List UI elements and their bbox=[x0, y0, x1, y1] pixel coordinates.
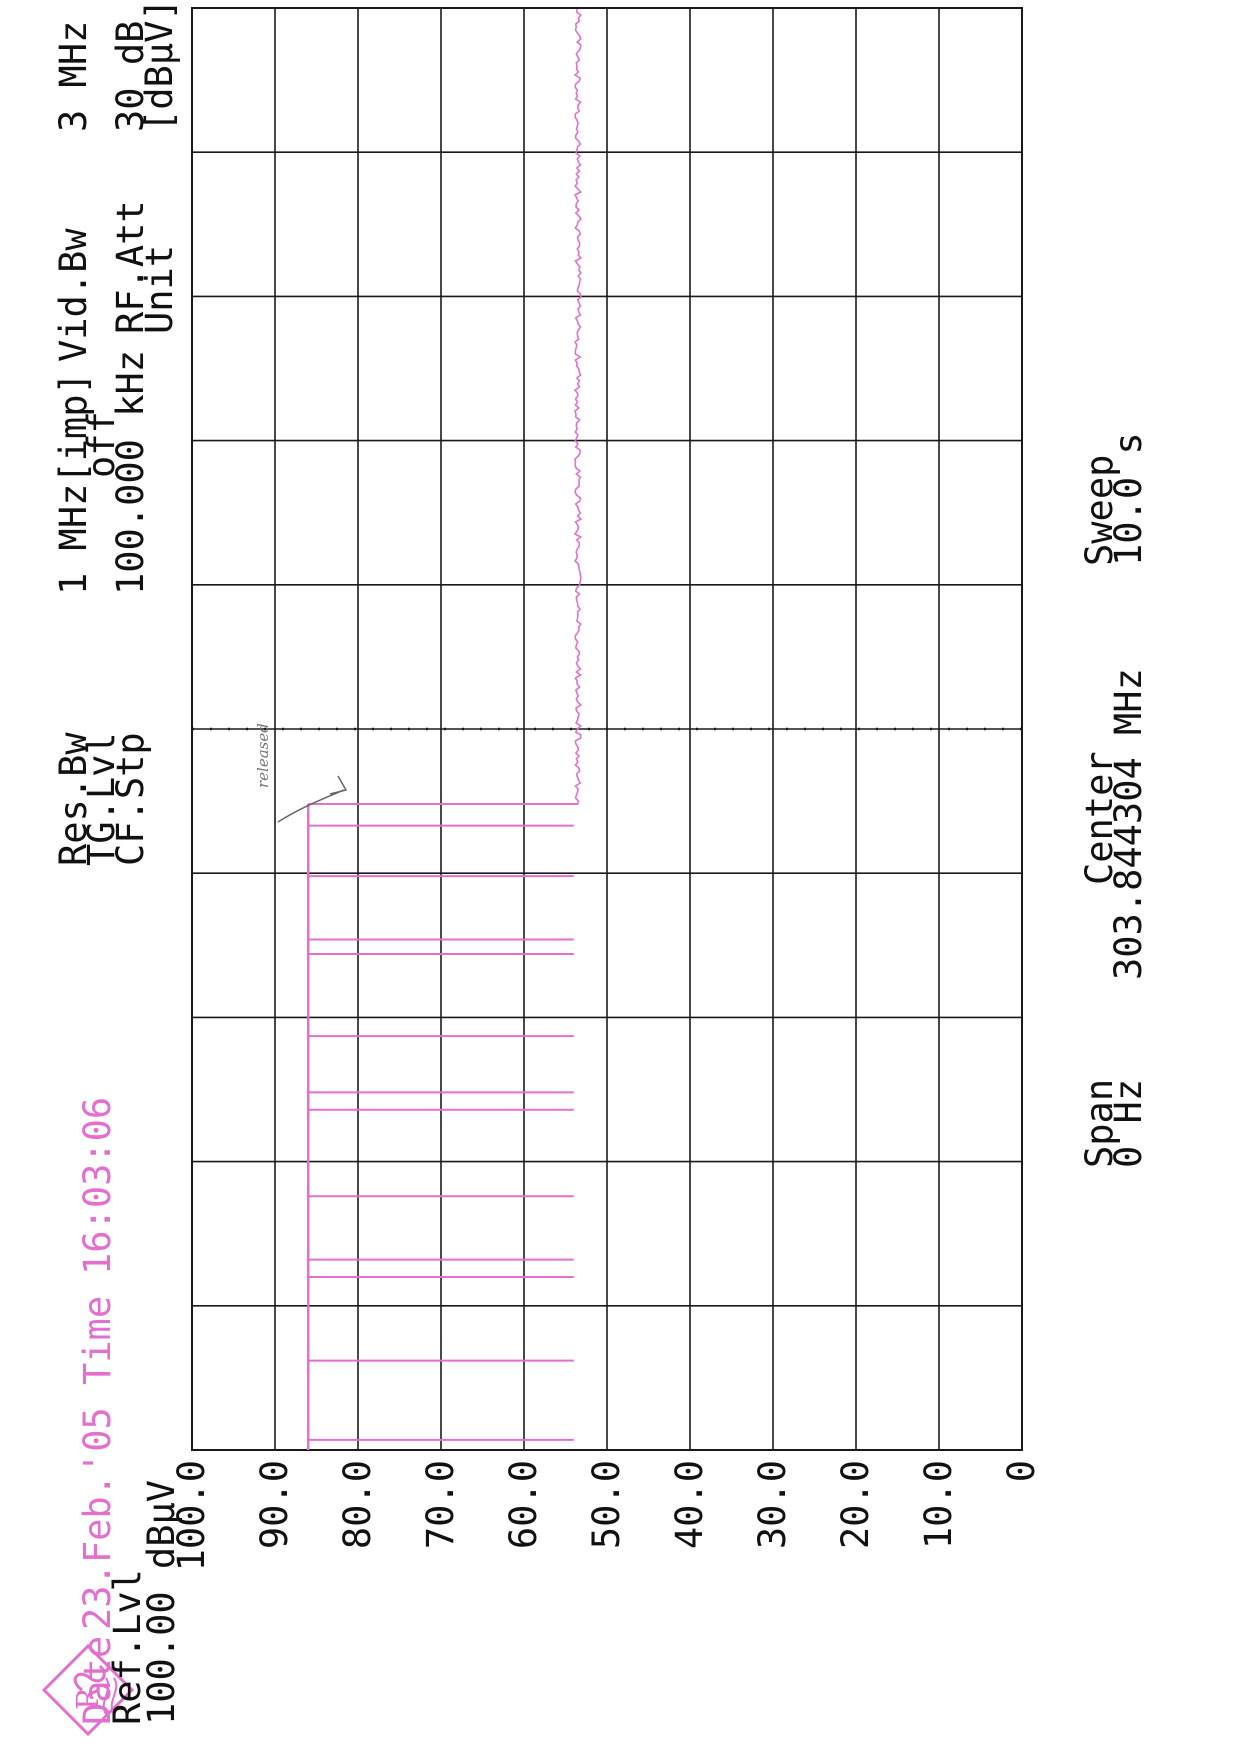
center-value: 303.844304 MHz bbox=[1107, 668, 1150, 980]
sweep-label: Sweep bbox=[1078, 455, 1121, 566]
time-value: 16:03:06 bbox=[76, 1097, 119, 1275]
svg-text:R: R bbox=[71, 1686, 106, 1710]
ref-level-value: 100.00 dBµV bbox=[140, 1480, 183, 1725]
y-tick-label: 0 bbox=[1000, 1460, 1043, 1482]
unit-value: [dBµV] bbox=[138, 0, 181, 132]
rs-logo: R bbox=[41, 1643, 135, 1737]
res-bw-label: Res.Bw bbox=[52, 732, 95, 866]
annotation-arrow bbox=[277, 789, 345, 823]
trace-noise-floor bbox=[573, 8, 583, 805]
y-tick-label: 70.0 bbox=[419, 1460, 462, 1549]
span-value: 0 Hz bbox=[1107, 1079, 1150, 1168]
rf-att-label: RF.Att bbox=[109, 200, 152, 334]
y-axis-ticks: 0 10.0 20.0 30.0 40.0 50.0 60.0 70.0 80.0 90.0 100… bbox=[170, 1460, 1043, 1571]
y-tick-label: 80.0 bbox=[336, 1460, 379, 1549]
tg-lvl-label: TG.Lvl bbox=[80, 732, 123, 866]
tg-lvl-value: off bbox=[80, 411, 123, 478]
date-label: Date bbox=[76, 1636, 119, 1725]
date-value: 23.Feb.'05 bbox=[76, 1407, 119, 1630]
cf-stp-label: CF.Stp bbox=[109, 732, 152, 866]
span-label: Span bbox=[1078, 1079, 1121, 1168]
vid-bw-label: Vid.Bw bbox=[52, 228, 95, 362]
annotation-arrow-head bbox=[329, 775, 348, 795]
center-label: Center bbox=[1078, 751, 1121, 885]
plot-grid bbox=[191, 7, 1023, 1451]
rf-att-value: 30 dB bbox=[109, 21, 152, 132]
unit-label: Unit bbox=[138, 245, 181, 334]
sweep-value: 10.0 s bbox=[1107, 432, 1150, 566]
trace-layer bbox=[306, 8, 583, 1450]
time-label: Time bbox=[76, 1296, 119, 1385]
vid-bw-value: 3 MHz bbox=[52, 21, 95, 132]
cf-stp-value: 100.000 kHz bbox=[109, 350, 152, 595]
y-tick-label: 10.0 bbox=[917, 1460, 960, 1549]
res-bw-value: 1 MHz[imp] bbox=[52, 372, 95, 595]
y-tick-label: 40.0 bbox=[668, 1460, 711, 1549]
y-tick-label: 20.0 bbox=[834, 1460, 877, 1549]
y-tick-label: 50.0 bbox=[585, 1460, 628, 1549]
y-tick-label: 30.0 bbox=[751, 1460, 794, 1549]
annotation-text: released bbox=[254, 723, 272, 788]
y-tick-label: 100.0 bbox=[170, 1460, 213, 1571]
y-tick-label: 90.0 bbox=[253, 1460, 296, 1549]
y-tick-label: 60.0 bbox=[502, 1460, 545, 1549]
ref-level-label: Ref.Lvl bbox=[106, 1569, 149, 1725]
